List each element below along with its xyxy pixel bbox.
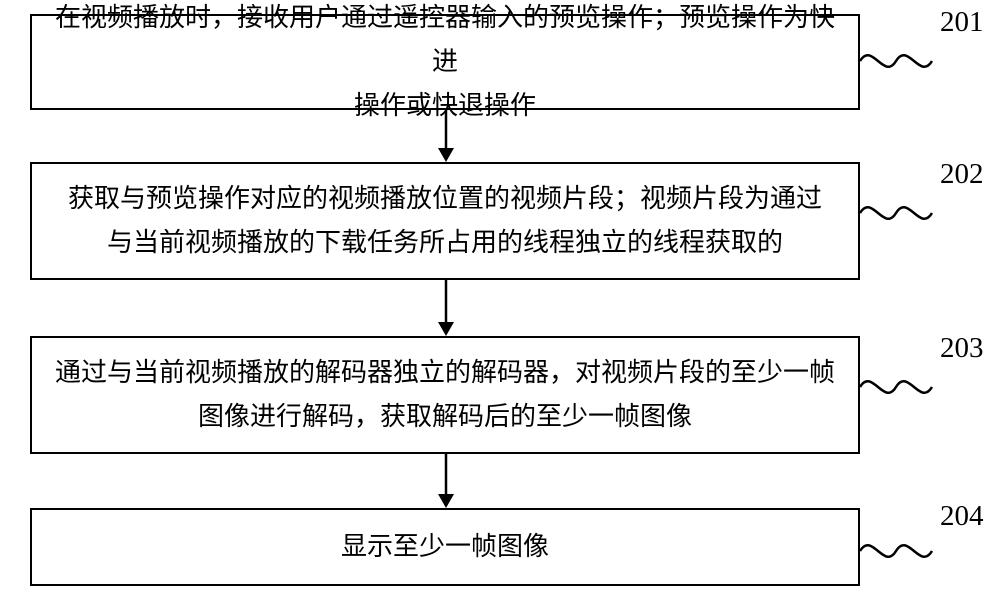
step-label-204: 204 [940,500,984,533]
flowchart-step-203: 通过与当前视频播放的解码器独立的解码器，对视频片段的至少一帧 图像进行解码，获取… [30,336,860,454]
step-line: 在视频播放时，接收用户通过遥控器输入的预览操作；预览操作为快进 [55,3,835,76]
step-text: 显示至少一帧图像 [341,525,549,569]
squiggle-connector [858,36,940,91]
step-label-203: 203 [940,332,984,365]
squiggle-connector [858,526,940,581]
flowchart-step-201: 在视频播放时，接收用户通过遥控器输入的预览操作；预览操作为快进 操作或快退操作 [30,14,860,110]
step-label-201: 201 [940,6,984,39]
step-line: 显示至少一帧图像 [341,532,549,561]
flowchart-canvas: 在视频播放时，接收用户通过遥控器输入的预览操作；预览操作为快进 操作或快退操作 … [0,0,1000,602]
flowchart-arrow [436,454,456,508]
flowchart-arrow [436,110,456,162]
step-line: 图像进行解码，获取解码后的至少一帧图像 [198,402,692,431]
flowchart-step-202: 获取与预览操作对应的视频播放位置的视频片段；视频片段为通过 与当前视频播放的下载… [30,162,860,280]
squiggle-connector [858,188,940,243]
step-line: 与当前视频播放的下载任务所占用的线程独立的线程获取的 [107,228,783,257]
flowchart-arrow [436,280,456,336]
step-text: 通过与当前视频播放的解码器独立的解码器，对视频片段的至少一帧 图像进行解码，获取… [55,351,835,439]
flowchart-step-204: 显示至少一帧图像 [30,508,860,586]
step-line: 获取与预览操作对应的视频播放位置的视频片段；视频片段为通过 [68,184,822,213]
step-line: 通过与当前视频播放的解码器独立的解码器，对视频片段的至少一帧 [55,358,835,387]
step-text: 获取与预览操作对应的视频播放位置的视频片段；视频片段为通过 与当前视频播放的下载… [68,177,822,265]
squiggle-connector [858,362,940,417]
step-label-202: 202 [940,158,984,191]
